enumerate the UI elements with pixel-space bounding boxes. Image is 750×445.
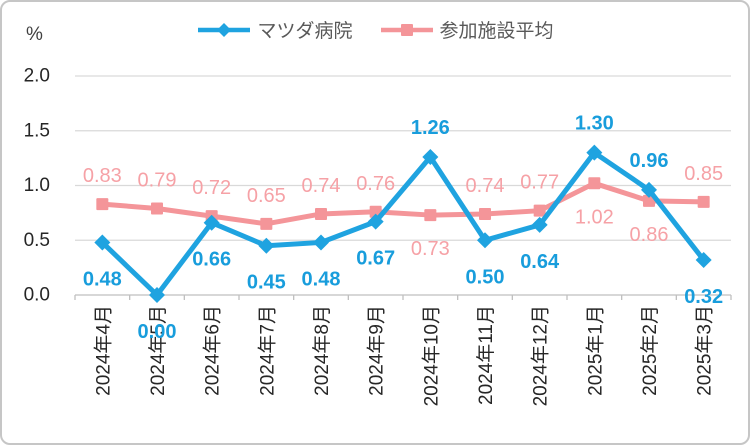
data-point-square bbox=[315, 207, 327, 220]
x-category-label: 2024年8月 bbox=[311, 305, 333, 396]
data-point-diamond bbox=[531, 216, 548, 233]
data-point-diamond bbox=[203, 214, 220, 231]
legend-item-facility-average[interactable]: 参加施設平均 bbox=[379, 16, 554, 43]
y-tick-label: 0.0 bbox=[24, 285, 50, 306]
chart-legend: マツダ病院 参加施設平均 bbox=[2, 16, 748, 43]
legend-marker-line-square-icon bbox=[380, 23, 433, 36]
data-point-square bbox=[643, 194, 655, 207]
data-point-diamond bbox=[367, 213, 384, 230]
data-point-square bbox=[151, 202, 163, 215]
x-category-label: 2024年6月 bbox=[202, 305, 224, 396]
x-category-label: 2025年1月 bbox=[584, 305, 606, 396]
data-label: 0.32 bbox=[684, 286, 723, 308]
series-line-0 bbox=[99, 150, 707, 298]
data-label: 0.64 bbox=[520, 251, 560, 273]
data-point-square bbox=[260, 217, 273, 230]
data-label: 1.30 bbox=[575, 113, 614, 135]
x-category-label: 2024年7月 bbox=[256, 305, 278, 396]
x-category-label: 2025年3月 bbox=[694, 305, 716, 396]
legend-marker-line-diamond-icon bbox=[198, 22, 251, 37]
data-point-diamond bbox=[586, 144, 603, 161]
x-category-label: 2024年4月 bbox=[92, 305, 114, 396]
x-category-label: 2024年5月 bbox=[147, 305, 169, 396]
data-point-diamond bbox=[641, 181, 657, 198]
y-tick-label: 1.5 bbox=[24, 120, 50, 141]
data-point-square bbox=[424, 209, 437, 222]
x-category-label: 2024年9月 bbox=[366, 305, 388, 396]
data-point-diamond bbox=[258, 237, 275, 254]
data-point-square bbox=[697, 195, 710, 208]
x-category-label: 2024年10月 bbox=[420, 305, 442, 406]
data-point-square bbox=[533, 204, 546, 217]
data-label: 1.26 bbox=[411, 117, 450, 139]
data-label: 0.00 bbox=[138, 321, 177, 343]
data-point-diamond bbox=[149, 287, 165, 303]
data-point-square bbox=[588, 177, 601, 190]
data-point-square bbox=[479, 207, 491, 220]
data-label: 0.85 bbox=[684, 163, 723, 185]
data-label: 0.66 bbox=[192, 249, 231, 271]
data-label: 0.79 bbox=[138, 169, 177, 191]
data-label: 0.83 bbox=[83, 165, 122, 187]
data-point-square bbox=[96, 198, 109, 211]
data-label: 0.48 bbox=[302, 268, 341, 290]
x-category-label: 2024年11月 bbox=[475, 305, 497, 405]
y-tick-label: 2.0 bbox=[24, 66, 50, 87]
data-label: 0.65 bbox=[247, 185, 286, 207]
data-point-diamond bbox=[313, 234, 329, 251]
data-point-diamond bbox=[477, 232, 493, 249]
data-label: 0.77 bbox=[520, 172, 559, 194]
data-label: 0.72 bbox=[192, 177, 231, 199]
y-axis-unit-label: % bbox=[26, 24, 43, 45]
data-label: 0.50 bbox=[466, 266, 505, 288]
data-label: 1.02 bbox=[575, 206, 614, 228]
y-tick-label: 0.5 bbox=[24, 230, 50, 251]
data-point-diamond bbox=[94, 234, 111, 251]
data-point-diamond bbox=[422, 149, 439, 166]
legend-label: 参加施設平均 bbox=[439, 21, 554, 42]
data-label: 0.96 bbox=[630, 150, 669, 172]
legend-label: マツダ病院 bbox=[257, 21, 353, 42]
y-tick-label: 1.0 bbox=[24, 175, 50, 196]
x-category-label: 2025年2月 bbox=[639, 305, 661, 396]
series-line-1 bbox=[99, 180, 707, 227]
data-label: 0.73 bbox=[411, 238, 450, 260]
data-point-diamond bbox=[695, 251, 712, 268]
data-label: 0.48 bbox=[83, 268, 122, 290]
legend-item-mazda-hospital[interactable]: マツダ病院 bbox=[196, 16, 353, 43]
data-label: 0.76 bbox=[356, 173, 395, 195]
data-label: 0.45 bbox=[247, 272, 286, 294]
data-label: 0.86 bbox=[630, 224, 669, 246]
data-label: 0.74 bbox=[466, 175, 505, 197]
data-label: 0.74 bbox=[302, 175, 341, 197]
data-label: 0.67 bbox=[356, 248, 395, 270]
x-category-label: 2024年12月 bbox=[530, 305, 552, 406]
